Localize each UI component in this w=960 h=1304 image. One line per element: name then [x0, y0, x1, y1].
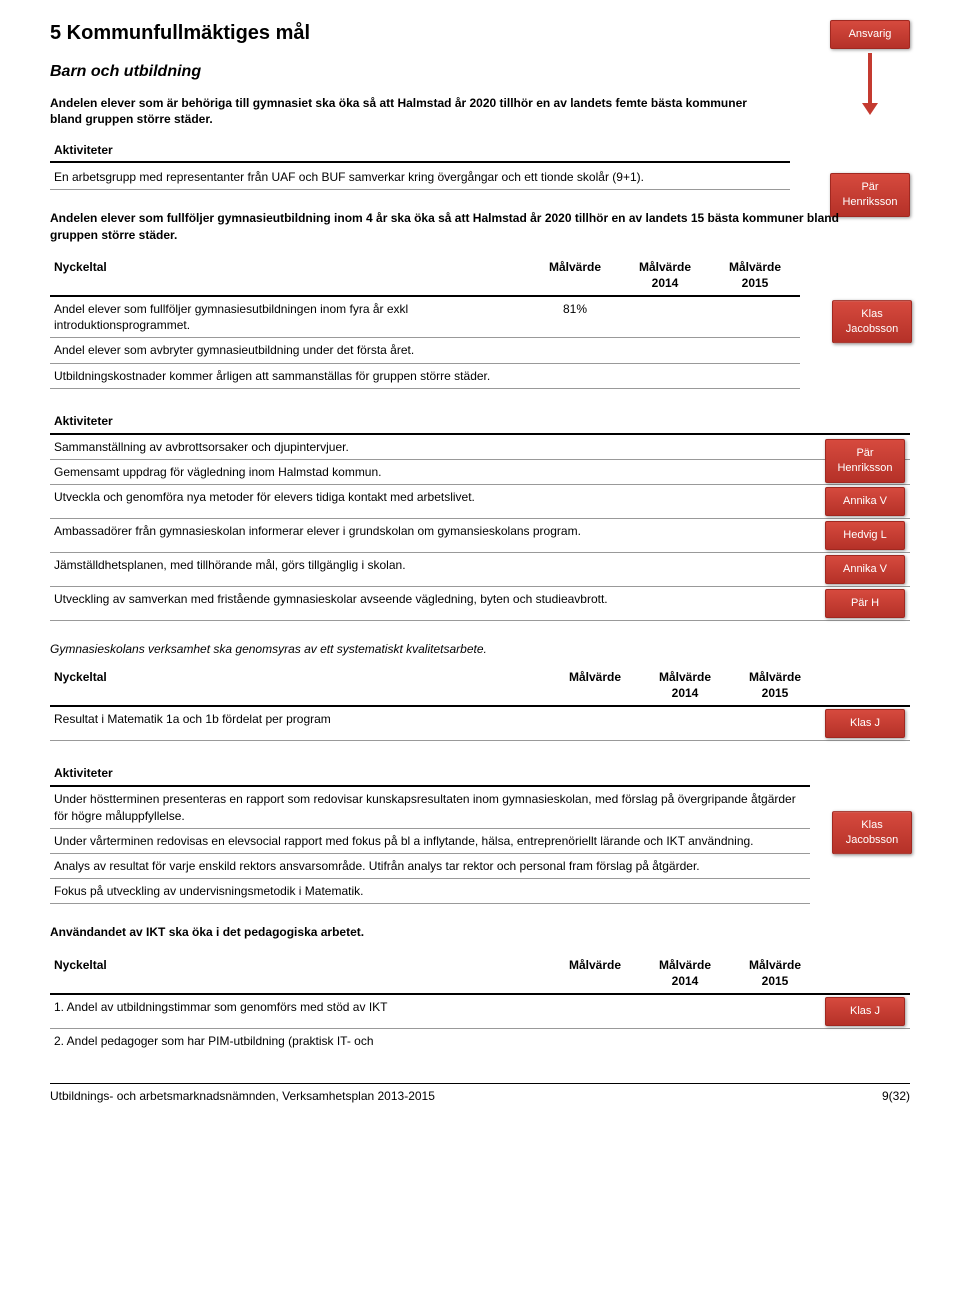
statement-4: Användandet av IKT ska öka i det pedagog…	[50, 924, 770, 940]
act2-r2: Utveckla och genomföra nya metoder för e…	[50, 485, 820, 518]
nt2-h-2015: Målvärde 2015	[730, 665, 820, 705]
section-intro: Ansvarig Pär Henriksson 5 Kommunfullmäkt…	[50, 20, 910, 190]
act3-header: Aktiviteter	[50, 761, 810, 785]
page-title: 5 Kommunfullmäktiges mål	[50, 20, 910, 47]
act2-header: Aktiviteter	[50, 409, 820, 433]
statement-3: Gymnasieskolans verksamhet ska genomsyra…	[50, 641, 910, 657]
section-2: Andelen elever som fullföljer gymnasieut…	[50, 210, 910, 389]
badge-klas-wrap: Klas Jacobsson	[832, 300, 912, 344]
act2-badge-2: Annika V	[825, 487, 905, 516]
section-3: Gymnasieskolans verksamhet ska genomsyra…	[50, 641, 910, 741]
nyckeltal-table-2: Nyckeltal Målvärde Målvärde 2014 Målvärd…	[50, 665, 910, 741]
act2-badge-0: Pär Henriksson	[825, 439, 905, 483]
nt-col-2015: Målvärde 2015	[710, 255, 800, 296]
statement-1: Andelen elever som är behöriga till gymn…	[50, 95, 770, 127]
nt-col-label: Nyckeltal	[50, 255, 530, 296]
act3-badge-wrap: Klas Jacobsson	[832, 811, 912, 855]
ansvarig-badge: Ansvarig	[830, 20, 910, 49]
footer-right: 9(32)	[882, 1088, 910, 1104]
act2-r1: Gemensamt uppdrag för vägledning inom Ha…	[50, 460, 820, 484]
nt3-h-2014: Målvärde 2014	[640, 953, 730, 993]
right-badge-col: Ansvarig Pär Henriksson	[820, 20, 920, 217]
page-subtitle: Barn och utbildning	[50, 61, 910, 83]
nt-col-2014: Målvärde 2014	[620, 255, 710, 296]
nt2-h-2014: Målvärde 2014	[640, 665, 730, 705]
nt3-r0: 1. Andel av utbildningstimmar som genomf…	[50, 995, 550, 1028]
nt1-r1-label: Andel elever som avbryter gymnasieutbild…	[50, 338, 530, 363]
page-footer: Utbildnings- och arbetsmarknadsnämnden, …	[50, 1083, 910, 1104]
nt1-r1-v	[530, 338, 620, 363]
act3-r3: Fokus på utveckling av undervisningsmeto…	[50, 879, 810, 903]
nt1-r0-v: 81%	[530, 296, 620, 338]
activity-table-2: Aktiviteter Sammanställning av avbrottso…	[50, 409, 910, 621]
act2-r0: Sammanställning av avbrottsorsaker och d…	[50, 435, 820, 459]
footer-left: Utbildnings- och arbetsmarknadsnämnden, …	[50, 1088, 435, 1104]
act3-r2: Analys av resultat för varje enskild rek…	[50, 854, 810, 878]
act3-r0: Under höstterminen presenteras en rappor…	[50, 787, 810, 827]
nt1-r0-label: Andel elever som fullföljer gymnasiesutb…	[50, 296, 530, 338]
act1-row1: En arbetsgrupp med representanter från U…	[50, 165, 790, 190]
badge-klas: Klas Jacobsson	[832, 300, 912, 344]
nt3-h-label: Nyckeltal	[50, 953, 550, 993]
statement-2: Andelen elever som fullföljer gymnasieut…	[50, 210, 890, 242]
act2-badge-5: Pär H	[825, 589, 905, 618]
nt3-badge: Klas J	[825, 997, 905, 1026]
aktiviteter-header-1: Aktiviteter	[50, 139, 790, 163]
nt3-r1: 2. Andel pedagoger som har PIM-utbildnin…	[50, 1029, 550, 1053]
act2-r5: Utveckling av samverkan med fristående g…	[50, 587, 820, 620]
nt2-h-mv: Målvärde	[550, 665, 640, 705]
act2-badge-4: Annika V	[825, 555, 905, 584]
nyckeltal-table-3: Nyckeltal Målvärde Målvärde 2014 Målvärd…	[50, 953, 910, 1053]
nt-col-mv: Målvärde	[530, 255, 620, 296]
act2-r4: Jämställdhetsplanen, med tillhörande mål…	[50, 553, 820, 586]
nyckeltal-table-1: Nyckeltal Målvärde Målvärde 2014 Målvärd…	[50, 255, 800, 389]
nt1-r2-label: Utbildningskostnader kommer årligen att …	[50, 363, 530, 388]
nt3-h-2015: Målvärde 2015	[730, 953, 820, 993]
nt1-r2-v	[530, 363, 620, 388]
act3-r1: Under vårterminen redovisas en elevsocia…	[50, 829, 810, 853]
activity-table-3: Aktiviteter Under höstterminen presenter…	[50, 761, 810, 904]
nt2-r0: Resultat i Matematik 1a och 1b fördelat …	[50, 707, 550, 740]
act2-r3: Ambassadörer från gymnasieskolan informe…	[50, 519, 820, 552]
activity-table-1: En arbetsgrupp med representanter från U…	[50, 165, 790, 190]
arrow-head	[862, 103, 878, 115]
section-act3: Aktiviteter Under höstterminen presenter…	[50, 761, 910, 904]
nt3-h-mv: Målvärde	[550, 953, 640, 993]
nt2-h-label: Nyckeltal	[50, 665, 550, 705]
nt2-badge: Klas J	[825, 709, 905, 738]
act3-badge: Klas Jacobsson	[832, 811, 912, 855]
section-act2: Aktiviteter Sammanställning av avbrottso…	[50, 409, 910, 621]
act2-badge-3: Hedvig L	[825, 521, 905, 550]
section-4: Användandet av IKT ska öka i det pedagog…	[50, 924, 910, 1053]
arrow-shaft	[868, 53, 872, 103]
